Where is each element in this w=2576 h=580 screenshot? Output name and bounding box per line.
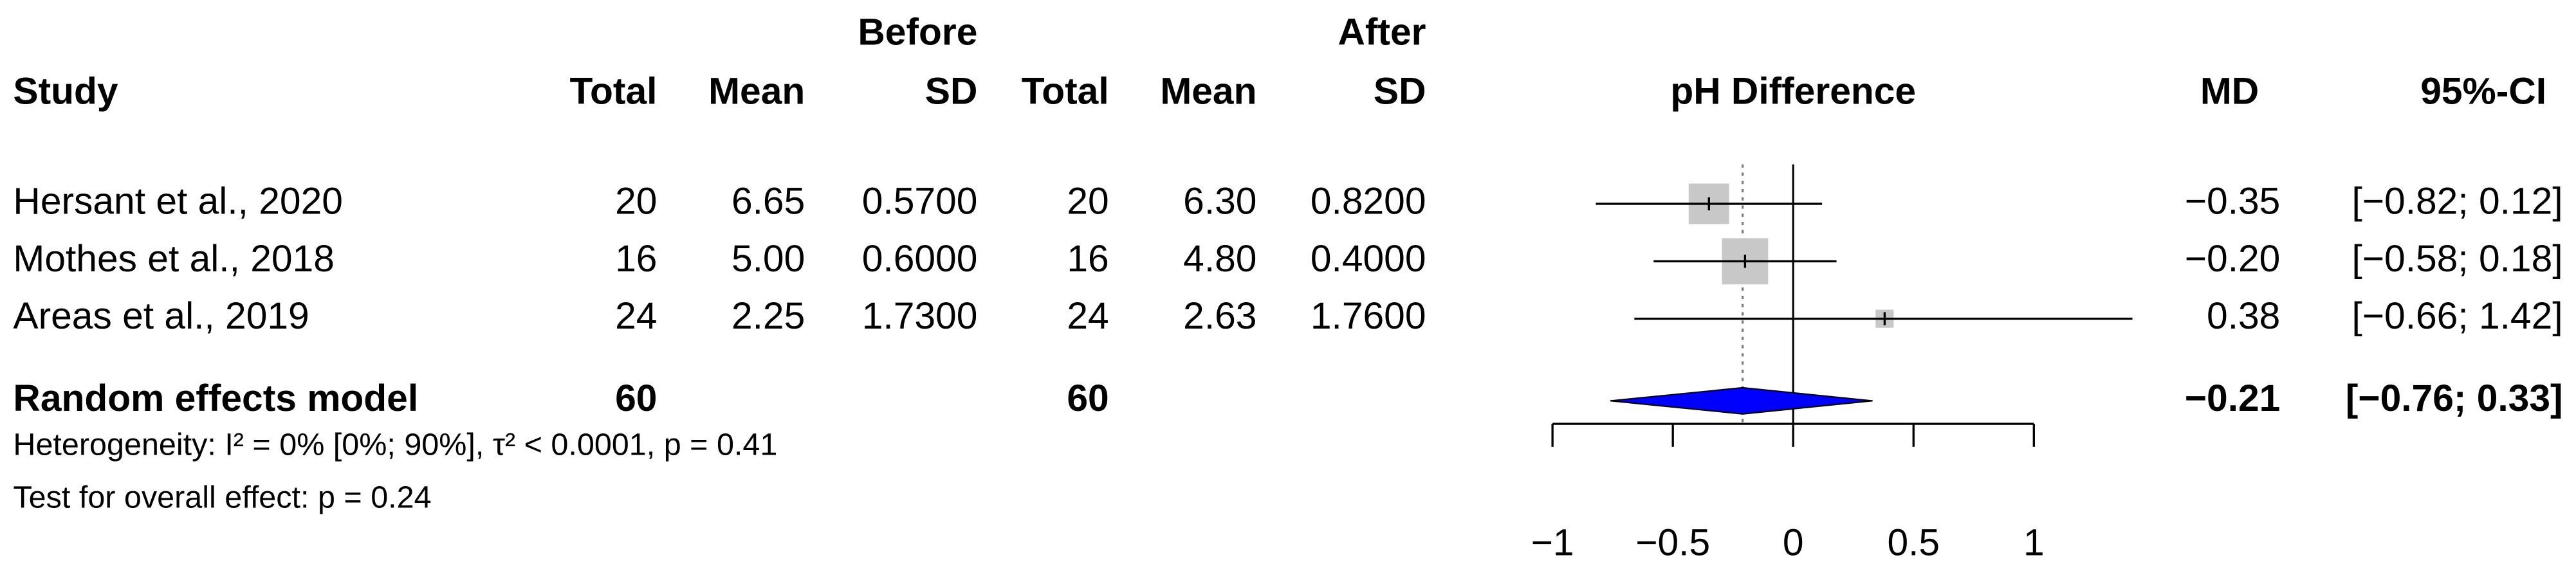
column-header: Mean <box>1160 70 1256 112</box>
cell: 6.65 <box>731 180 805 222</box>
ci-label: [−0.66; 1.42] <box>2351 295 2562 337</box>
column-header: Study <box>13 70 118 112</box>
column-header: 95%-CI <box>2420 70 2546 112</box>
cell: 0.4000 <box>1311 238 1426 280</box>
cell: 6.30 <box>1183 180 1256 222</box>
heterogeneity: Heterogeneity: I² = 0% [0%; 90%], τ² < 0… <box>13 428 777 462</box>
cell: 1.7300 <box>862 295 978 337</box>
cell: 20 <box>615 180 657 222</box>
column-header: Total <box>570 70 658 112</box>
summary-ci: [−0.76; 0.33] <box>2346 377 2563 419</box>
cell: 0.6000 <box>862 238 978 280</box>
ci-label: [−0.58; 0.18] <box>2351 238 2562 280</box>
cell: 4.80 <box>1183 238 1256 280</box>
column-header: Total <box>1022 70 1109 112</box>
md-label: 0.38 <box>2207 295 2280 337</box>
cell: 16 <box>1067 238 1109 280</box>
study-name: Mothes et al., 2018 <box>13 238 334 280</box>
cell: 24 <box>615 295 657 337</box>
x-tick-label: 0.5 <box>1887 522 1940 564</box>
md-label: −0.35 <box>2185 180 2281 222</box>
study-name: Areas et al., 2019 <box>13 295 309 337</box>
cell: 5.00 <box>731 238 805 280</box>
overall-test: Test for overall effect: p = 0.24 <box>13 480 431 514</box>
group-header: After <box>1338 11 1426 53</box>
cell: 2.63 <box>1183 295 1256 337</box>
cell: 2.25 <box>731 295 805 337</box>
column-header: SD <box>1374 70 1426 112</box>
column-header: pH Difference <box>1670 70 1916 112</box>
group-header: Before <box>858 11 977 53</box>
md-label: −0.20 <box>2185 238 2281 280</box>
summary-name: Random effects model <box>13 377 418 419</box>
summary-diamond <box>1610 386 1873 415</box>
x-tick-label: −1 <box>1531 522 1574 564</box>
cell: 24 <box>1067 295 1109 337</box>
cell: 16 <box>615 238 657 280</box>
column-header: SD <box>925 70 978 112</box>
summary-total: 60 <box>615 377 657 419</box>
study-name: Hersant et al., 2020 <box>13 180 342 222</box>
cell: 0.8200 <box>1311 180 1426 222</box>
column-header: Mean <box>708 70 805 112</box>
cell: 20 <box>1067 180 1109 222</box>
ci-label: [−0.82; 0.12] <box>2351 180 2562 222</box>
cell: 1.7600 <box>1311 295 1426 337</box>
cell: 0.5700 <box>862 180 978 222</box>
column-header: MD <box>2200 70 2259 112</box>
x-tick-label: −0.5 <box>1635 522 1710 564</box>
summary-md: −0.21 <box>2185 377 2281 419</box>
summary-total: 60 <box>1067 377 1109 419</box>
x-tick-label: 1 <box>2023 522 2045 564</box>
x-tick-label: 0 <box>1783 522 1804 564</box>
